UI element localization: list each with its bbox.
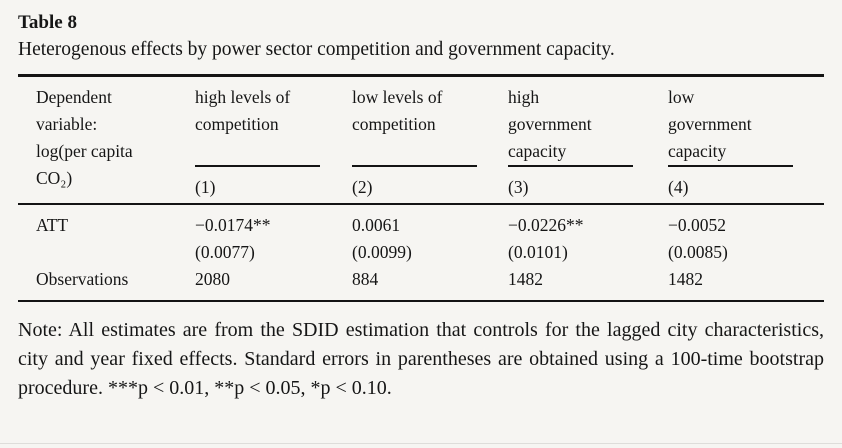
cell-att-4: −0.0052 <box>668 214 726 235</box>
column-label: high levels of competition <box>195 86 291 134</box>
cell-se-2: (0.0099) <box>352 241 412 262</box>
table-title: Table 8 <box>18 12 77 33</box>
column-header-1: high levels of competition (1) <box>195 77 352 203</box>
row-label-observations: Observations <box>36 268 129 289</box>
cell-se-3: (0.0101) <box>508 241 568 262</box>
row-label-se <box>18 239 195 266</box>
column-number: (2) <box>352 176 373 197</box>
column-label: low levels of competition <box>352 86 443 134</box>
cell-obs-2: 884 <box>352 268 379 289</box>
column-label: high government capacity <box>508 86 592 161</box>
cell-obs-1: 2080 <box>195 268 230 289</box>
table-caption: Heterogenous effects by power sector com… <box>18 39 615 60</box>
table-top-rule <box>18 74 824 77</box>
cell-att-3: −0.0226** <box>508 214 584 235</box>
column-number: (4) <box>668 176 689 197</box>
table-body: ATT −0.0174** 0.0061 −0.0226** −0.0052 (… <box>18 205 824 300</box>
column-underline <box>668 164 793 167</box>
stub-header: Dependent variable: log(per capita CO₂) <box>36 86 133 188</box>
column-header-2: low levels of competition (2) <box>352 77 508 203</box>
cell-obs-3: 1482 <box>508 268 543 289</box>
column-underline <box>352 164 477 167</box>
column-header-3: high government capacity (3) <box>508 77 668 203</box>
column-label: low government capacity <box>668 86 752 161</box>
cell-se-1: (0.0077) <box>195 241 255 262</box>
table-header: Dependent variable: log(per capita CO₂) … <box>18 77 824 203</box>
cell-att-1: −0.0174** <box>195 214 271 235</box>
column-underline <box>508 164 633 167</box>
column-number: (3) <box>508 176 529 197</box>
column-header-4: low government capacity (4) <box>668 77 824 203</box>
cell-obs-4: 1482 <box>668 268 703 289</box>
column-number: (1) <box>195 176 216 197</box>
table-note: Note: All estimates are from the SDID es… <box>18 318 824 399</box>
column-underline <box>195 164 320 167</box>
table-bottom-rule <box>18 299 824 302</box>
table-midrule <box>18 202 824 205</box>
row-label-att: ATT <box>36 214 69 235</box>
cell-se-4: (0.0085) <box>668 241 728 262</box>
cell-att-2: 0.0061 <box>352 214 401 235</box>
page-bottom-divider <box>0 442 842 444</box>
